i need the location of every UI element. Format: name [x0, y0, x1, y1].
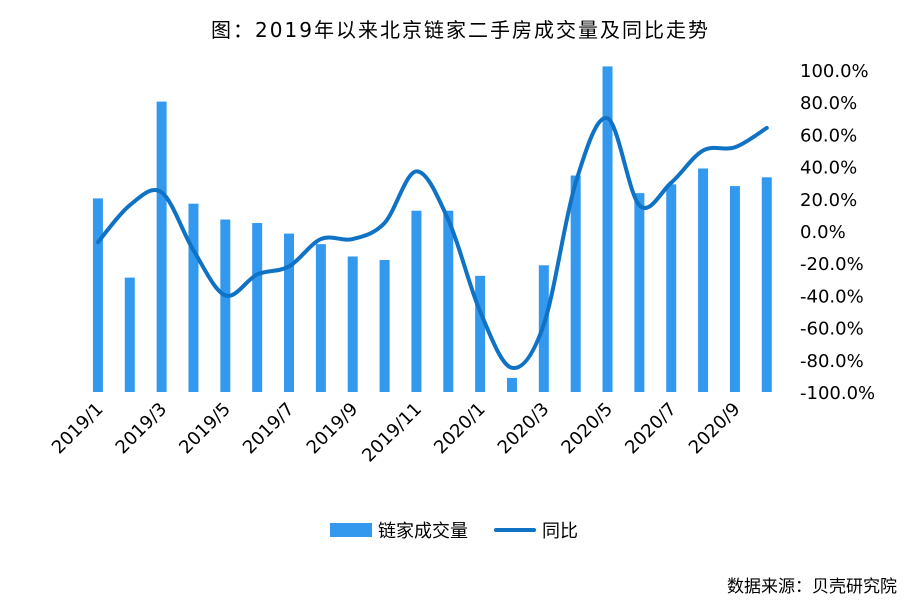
x-tick-label: 2019/1: [48, 399, 108, 459]
bar-2019-8: [315, 244, 326, 392]
legend-line-swatch: [494, 528, 536, 532]
bar-2020-6: [634, 193, 645, 392]
legend-label-volume: 链家成交量: [378, 521, 468, 542]
x-tick-label: 2019/3: [112, 399, 172, 459]
bar-2020-4: [570, 175, 581, 392]
y-right-tick-label: 80.0%: [800, 93, 857, 114]
y-right-tick-label: 40.0%: [800, 158, 857, 179]
legend: 链家成交量 同比: [330, 518, 578, 542]
y-right-tick-label: -40.0%: [800, 286, 864, 307]
bar-2020-10: [761, 177, 772, 392]
bar-2019-7: [284, 233, 295, 392]
x-tick-label: 2020/5: [557, 399, 617, 459]
legend-label-yoy: 同比: [542, 521, 578, 542]
bar-2020-7: [666, 184, 677, 392]
y-right-tick-label: -60.0%: [800, 319, 864, 340]
y-right-tick-label: -100.0%: [800, 383, 875, 404]
y-right-tick-label: 60.0%: [800, 125, 857, 146]
bar-2020-8: [698, 168, 709, 392]
source-note: 数据来源：贝壳研究院: [727, 577, 897, 597]
bar-2019-5: [220, 219, 231, 392]
y-right-tick-label: 100.0%: [800, 61, 869, 82]
y-right-tick-label: -80.0%: [800, 351, 864, 372]
bar-2019-12: [443, 210, 454, 392]
x-tick-label: 2020/3: [494, 399, 554, 459]
x-tick-label: 2020/9: [685, 399, 745, 459]
x-tick-label: 2019/5: [175, 399, 235, 459]
bar-2019-1: [92, 198, 103, 392]
bar-2020-9: [729, 186, 740, 392]
x-tick-label: 2019/11: [358, 399, 426, 467]
bar-2019-9: [347, 256, 358, 392]
legend-bar-swatch: [330, 523, 372, 537]
x-tick-label: 2020/1: [430, 399, 490, 459]
bar-2020-1: [475, 275, 486, 392]
x-tick-label: 2019/7: [239, 399, 299, 459]
bar-2020-5: [602, 66, 613, 393]
bar-2019-4: [188, 203, 199, 392]
bar-2019-11: [411, 210, 422, 392]
yoy-line: [95, 116, 769, 370]
x-tick-label: 2020/7: [621, 399, 681, 459]
x-tick-label: 2019/9: [303, 399, 363, 459]
bar-2019-6: [252, 223, 263, 392]
y-right-tick-label: 20.0%: [800, 190, 857, 211]
bar-2019-10: [379, 260, 390, 392]
y-right-tick-label: 0.0%: [800, 222, 846, 243]
bar-2019-3: [156, 101, 167, 392]
y-right-tick-label: -20.0%: [800, 254, 864, 275]
bar-2020-2: [506, 377, 517, 392]
chart-title: 图：2019年以来北京链家二手房成交量及同比走势: [211, 18, 710, 42]
bar-2019-2: [124, 277, 135, 392]
